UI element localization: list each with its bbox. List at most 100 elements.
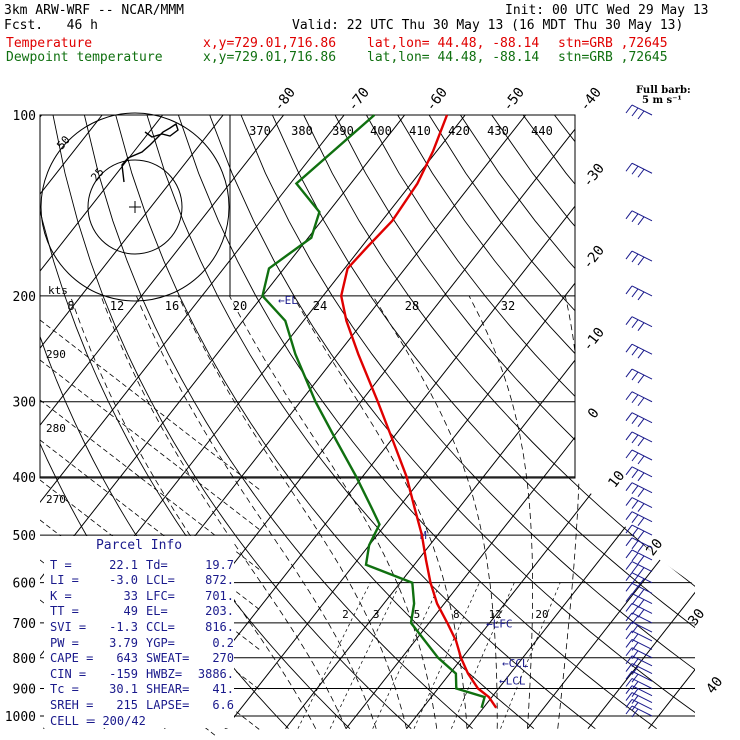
wind-barb	[625, 593, 653, 608]
parcel-param-name: Tc =	[50, 682, 79, 697]
dry-adiabat	[366, 115, 695, 730]
mixing-ratio-label: 8	[453, 608, 460, 621]
parcel-param-name: SVI =	[50, 619, 87, 634]
wind-barb	[625, 630, 653, 643]
parcel-level-label: ←EL	[278, 294, 298, 307]
isotherm-line	[40, 115, 224, 730]
parcel-param-value: 701.	[205, 588, 234, 603]
theta-label: 430	[487, 124, 509, 138]
pressure-tick-label: 400	[13, 471, 36, 486]
wind-barb	[625, 602, 653, 618]
hodograph-ring-label: 25	[88, 165, 106, 184]
parcel-param-value: 41.	[212, 682, 234, 697]
dry-adiabat	[115, 115, 535, 730]
parcel-param-name: TT =	[50, 604, 79, 619]
theta-label: 380	[291, 124, 313, 138]
wind-barbs	[625, 104, 653, 718]
dry-adiabat	[585, 115, 695, 730]
parcel-param-name: EL=	[146, 604, 168, 619]
wind-barb	[625, 705, 653, 718]
parcel-param-name: LCL=	[146, 573, 175, 588]
dry-adiabat	[209, 115, 695, 730]
pressure-tick-label: 600	[13, 577, 36, 592]
isotherm-label: -10	[580, 325, 608, 355]
isotherm-label: -70	[345, 85, 373, 115]
parcel-param-value: 3.79	[109, 635, 138, 650]
parcel-param-value: 816.	[205, 619, 234, 634]
mixing-ratio-line	[329, 582, 401, 729]
parcel-param-name: YGP=	[146, 635, 175, 650]
barb-legend-units: 5 m s⁻¹	[642, 95, 682, 106]
parcel-info-row: T = 22.1 Td= 19.7	[44, 558, 234, 574]
isotherm-line	[164, 115, 648, 730]
moist-adiabat	[229, 295, 438, 729]
mixing-ratio-label: 12	[489, 608, 502, 621]
wind-barb	[625, 466, 653, 482]
dry-adiabat	[428, 115, 695, 730]
parcel-param-name: SWEAT=	[146, 651, 190, 666]
parcel-param-value: 270	[212, 651, 234, 666]
wind-barb	[625, 678, 653, 690]
parcel-info-row: PW = 3.79 YGP= 0.2	[44, 636, 234, 652]
pressure-tick-label: 100	[13, 109, 36, 124]
dry-adiabat	[240, 115, 695, 730]
forecast-hour: Fcst. 46 h	[4, 18, 98, 33]
pressure-tick-label: 200	[13, 290, 36, 305]
parcel-param-value: 215	[116, 697, 138, 712]
pressure-tick-label: 1000	[5, 710, 36, 725]
model-title: 3km ARW-WRF -- NCAR/MMM	[4, 3, 185, 18]
parcel-param-name: K =	[50, 588, 72, 603]
parcel-param-name: CIN =	[50, 666, 87, 681]
parcel-level-label: ←CCL	[502, 657, 529, 670]
dry-adiabat	[334, 115, 695, 730]
wind-barb	[625, 647, 653, 660]
wind-barb	[625, 391, 653, 407]
isotherm-line	[40, 115, 285, 730]
temperature-latlon: lat,lon= 44.48, -88.14	[367, 36, 540, 51]
temperature-profile-line	[339, 114, 498, 709]
isotherm-line	[40, 115, 43, 730]
parcel-info-row: CELL = = 200/42	[44, 714, 234, 730]
isotherm-line	[587, 115, 695, 730]
theta-label: 390	[332, 124, 354, 138]
wind-barb	[625, 497, 653, 512]
dewpoint-station: stn=GRB ,72645	[558, 50, 668, 65]
parcel-info-row: CIN = -159 HWBZ= 3886.	[44, 667, 234, 683]
speed-axis-label: 16	[165, 299, 179, 313]
parcel-info-row: Tc = 30.1 SHEAR= 41.	[44, 682, 234, 698]
parcel-param-value: -3.0	[109, 573, 138, 588]
temperature-station: stn=GRB ,72645	[558, 36, 668, 51]
speed-axis-label: 32	[501, 299, 515, 313]
theta-label: 420	[448, 124, 470, 138]
valid-time: Valid: 22 UTC Thu 30 May 13 (16 MDT Thu …	[292, 18, 684, 33]
parcel-param-value: 3886.	[197, 666, 234, 681]
mixing-ratio-label: 3	[373, 608, 380, 621]
wind-barb	[625, 572, 653, 587]
moist-adiabat	[468, 295, 533, 729]
wind-barb	[625, 482, 653, 497]
parcel-param-value: -1.3	[109, 619, 138, 634]
parcel-level-label: M	[420, 529, 427, 542]
isotherm-label: -60	[423, 85, 451, 115]
mixing-ratio-label: 5	[414, 608, 421, 621]
parcel-param-name: CELL =	[50, 713, 94, 728]
speed-axis-label: 24	[313, 299, 327, 313]
theta-label: 370	[249, 124, 271, 138]
parcel-info-row: CAPE = 643 SWEAT= 270	[44, 651, 234, 667]
dewpoint-xy: x,y=729.01,716.86	[203, 50, 337, 65]
isotherm-label: 30	[685, 606, 708, 629]
parcel-info-row: SREH = 215 LAPSE= 6.6	[44, 698, 234, 714]
wind-barb	[625, 582, 653, 598]
dry-adiabat	[554, 115, 695, 730]
parcel-param-value: 872.	[205, 573, 234, 588]
parcel-param-value	[198, 714, 234, 730]
theta-label: 400	[370, 124, 392, 138]
speed-axis-label: 20	[233, 299, 247, 313]
wind-barb	[625, 537, 653, 553]
dry-adiabat	[522, 115, 695, 730]
wind-barb	[625, 561, 653, 576]
parcel-param-value: 22.1	[109, 557, 138, 572]
isotherm-line	[648, 115, 695, 730]
isotherm-label: 10	[605, 468, 628, 491]
wind-barb	[625, 612, 653, 625]
